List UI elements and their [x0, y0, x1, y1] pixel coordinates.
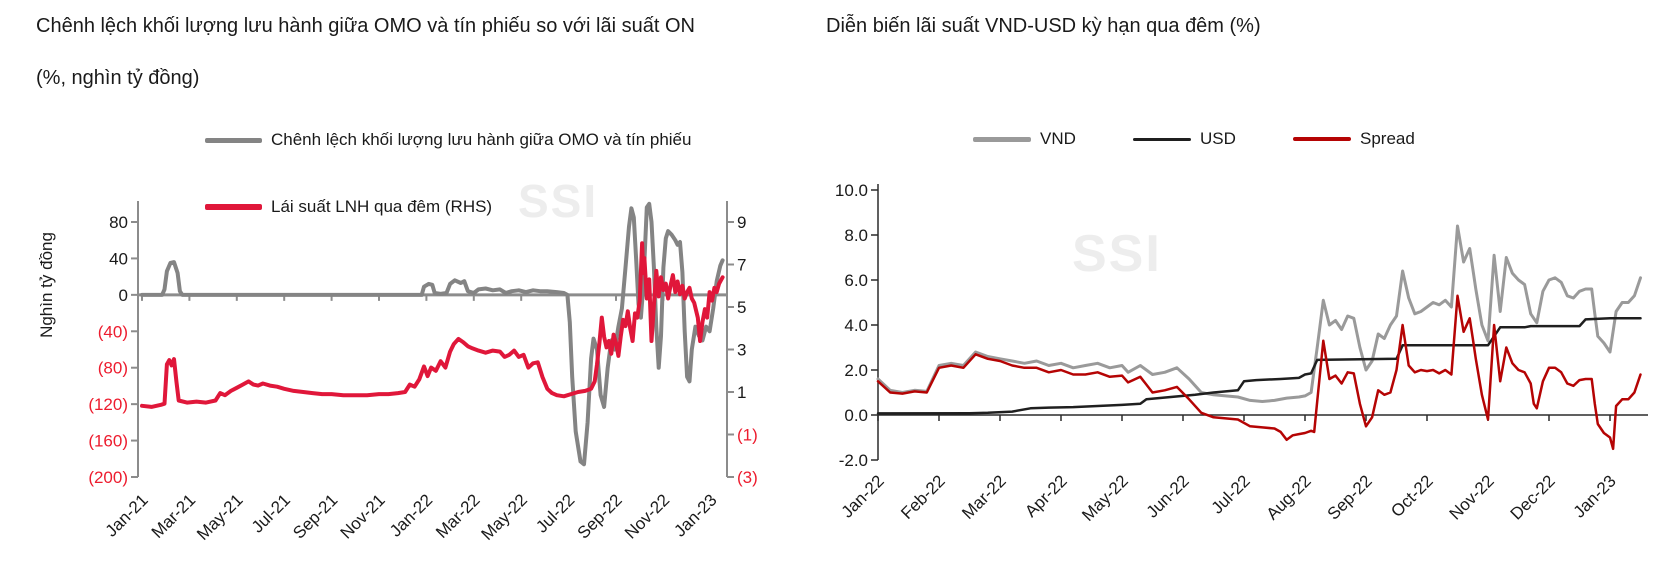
svg-text:6.0: 6.0 — [844, 271, 868, 290]
svg-text:Nov-22: Nov-22 — [1446, 471, 1498, 523]
legend-label-vnd: VND — [1040, 129, 1076, 148]
svg-text:(200): (200) — [88, 468, 128, 487]
svg-text:(3): (3) — [737, 468, 758, 487]
svg-text:Jan-21: Jan-21 — [102, 490, 152, 540]
legend-item-usd: USD — [1133, 129, 1236, 149]
svg-text:Jun-22: Jun-22 — [1143, 471, 1193, 521]
svg-text:Nov-22: Nov-22 — [621, 490, 673, 542]
svg-text:Jul-22: Jul-22 — [1208, 471, 1254, 517]
svg-text:Nghìn tỷ đồng: Nghìn tỷ đồng — [37, 232, 56, 338]
svg-text:Sep-21: Sep-21 — [289, 490, 341, 542]
legend-swatch-vnd — [973, 136, 1031, 142]
svg-text:3: 3 — [737, 341, 746, 360]
legend-item-vnd: VND — [973, 129, 1076, 149]
svg-text:Jan-23: Jan-23 — [1570, 471, 1620, 521]
svg-text:8.0: 8.0 — [844, 226, 868, 245]
legend-label-omo-volume: Chênh lệch khối lượng lưu hành giữa OMO … — [271, 130, 692, 149]
legend-swatch-lnh-rate — [205, 204, 262, 210]
svg-text:5: 5 — [737, 298, 746, 317]
legend-label-lnh-rate: Lái suất LNH qua đêm (RHS) — [271, 197, 493, 216]
svg-text:Mar-22: Mar-22 — [432, 490, 484, 542]
svg-text:Jan-23: Jan-23 — [670, 490, 720, 540]
svg-text:May-22: May-22 — [1078, 471, 1132, 525]
legend-item-spread: Spread — [1293, 129, 1415, 149]
svg-text:Mar-22: Mar-22 — [958, 471, 1010, 523]
svg-text:Aug-22: Aug-22 — [1263, 471, 1315, 523]
svg-text:(120): (120) — [88, 395, 128, 414]
svg-text:2.0: 2.0 — [844, 361, 868, 380]
fx-chart-title: Diễn biến lãi suất VND-USD kỳ hạn qua đê… — [826, 15, 1261, 37]
svg-text:(40): (40) — [98, 322, 128, 341]
svg-text:May-22: May-22 — [478, 490, 532, 544]
legend-swatch-spread — [1293, 137, 1351, 141]
omo-chart-subtitle: (%, nghìn tỷ đồng) — [36, 67, 200, 89]
omo-chart-plot: 80 40 0 (40) (80) (120) (160) (200) 9 7 5 3 1 (1) (3) J… — [37, 201, 758, 544]
legend-item-lnh-rate: Lái suất LNH qua đêm (RHS) — [205, 197, 492, 217]
svg-text:4.0: 4.0 — [844, 316, 868, 335]
svg-text:Nov-21: Nov-21 — [337, 490, 389, 542]
svg-text:Sep-22: Sep-22 — [574, 490, 626, 542]
svg-text:Apr-22: Apr-22 — [1021, 471, 1071, 521]
legend-swatch-usd — [1133, 137, 1191, 141]
svg-text:(80): (80) — [98, 359, 128, 378]
svg-text:9: 9 — [737, 213, 746, 232]
svg-text:40: 40 — [109, 249, 128, 268]
svg-text:Jan-22: Jan-22 — [386, 490, 436, 540]
svg-text:Jan-22: Jan-22 — [838, 471, 888, 521]
svg-text:May-21: May-21 — [193, 490, 247, 544]
svg-text:10.0: 10.0 — [835, 181, 868, 200]
svg-text:(160): (160) — [88, 432, 128, 451]
svg-text:Dec-22: Dec-22 — [1507, 471, 1559, 523]
ssi-watermark-right: SSI — [1072, 225, 1162, 283]
svg-text:0: 0 — [119, 286, 128, 305]
svg-text:Sep-22: Sep-22 — [1324, 471, 1376, 523]
legend-item-omo-volume: Chênh lệch khối lượng lưu hành giữa OMO … — [205, 130, 691, 150]
svg-text:80: 80 — [109, 213, 128, 232]
svg-text:Jul-22: Jul-22 — [532, 490, 578, 536]
ssi-watermark-left: SSI — [518, 175, 599, 227]
legend-label-usd: USD — [1200, 129, 1236, 148]
svg-text:Mar-21: Mar-21 — [148, 490, 200, 542]
svg-text:(1): (1) — [737, 426, 758, 445]
legend-swatch-omo-volume — [205, 137, 262, 143]
svg-text:Jul-21: Jul-21 — [248, 490, 294, 536]
svg-text:1: 1 — [737, 383, 746, 402]
svg-text:Oct-22: Oct-22 — [1387, 471, 1437, 521]
svg-text:7: 7 — [737, 256, 746, 275]
svg-text:Feb-22: Feb-22 — [897, 471, 949, 523]
legend-label-spread: Spread — [1360, 129, 1415, 148]
svg-text:0.0: 0.0 — [844, 406, 868, 425]
svg-text:-2.0: -2.0 — [839, 451, 868, 470]
omo-chart-title: Chênh lệch khối lượng lưu hành giữa OMO … — [36, 15, 695, 37]
